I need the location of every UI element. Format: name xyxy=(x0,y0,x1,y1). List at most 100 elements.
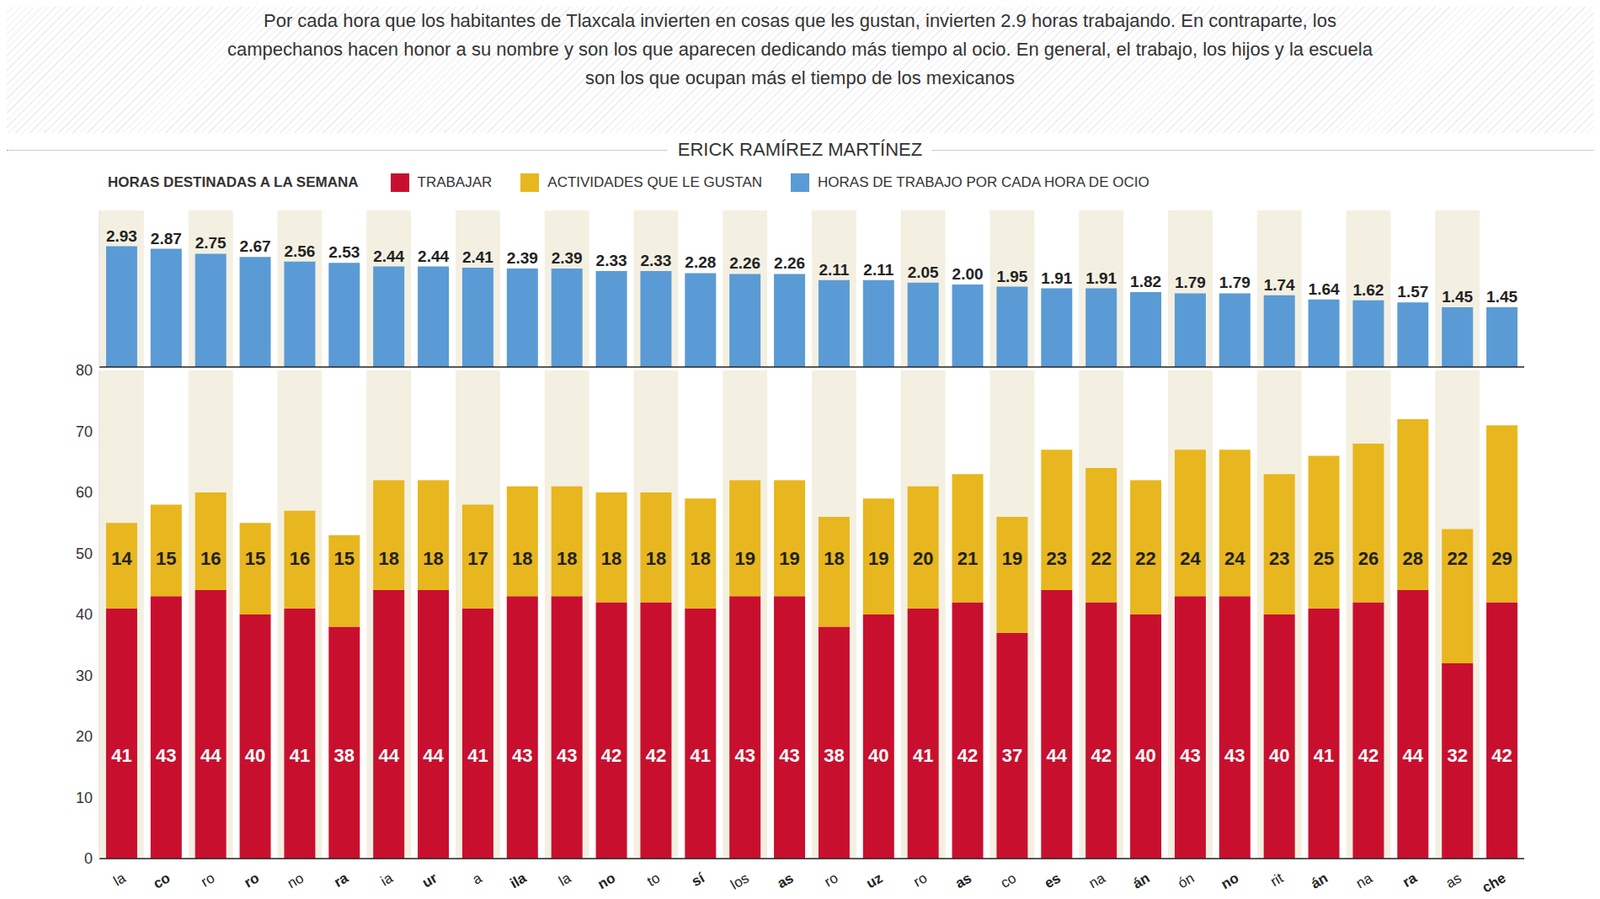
svg-text:22: 22 xyxy=(1446,548,1467,570)
svg-text:23: 23 xyxy=(1269,548,1290,570)
svg-text:18: 18 xyxy=(378,548,399,570)
svg-text:19: 19 xyxy=(1002,548,1023,570)
svg-text:19: 19 xyxy=(734,548,755,570)
svg-text:che: che xyxy=(1479,869,1510,893)
svg-text:rit: rit xyxy=(1267,869,1286,891)
svg-text:43: 43 xyxy=(155,745,176,767)
svg-text:2.28: 2.28 xyxy=(684,253,716,272)
svg-text:43: 43 xyxy=(1179,745,1200,767)
svg-text:2.33: 2.33 xyxy=(640,251,672,270)
svg-text:no: no xyxy=(1218,869,1242,893)
svg-text:2.41: 2.41 xyxy=(462,248,494,267)
svg-text:42: 42 xyxy=(1491,745,1512,767)
svg-text:41: 41 xyxy=(111,745,132,767)
svg-text:18: 18 xyxy=(512,548,533,570)
svg-text:42: 42 xyxy=(601,745,622,767)
svg-text:1.45: 1.45 xyxy=(1441,288,1473,306)
svg-text:38: 38 xyxy=(334,745,355,767)
svg-text:sí: sí xyxy=(688,869,709,891)
svg-text:no: no xyxy=(595,869,619,893)
svg-text:26: 26 xyxy=(1358,548,1379,570)
svg-text:ra: ra xyxy=(1399,869,1420,891)
svg-text:10: 10 xyxy=(75,789,93,807)
svg-text:1.82: 1.82 xyxy=(1130,272,1162,291)
svg-text:2.00: 2.00 xyxy=(952,265,984,283)
svg-text:41: 41 xyxy=(690,745,711,767)
svg-text:43: 43 xyxy=(1224,745,1245,767)
svg-text:16: 16 xyxy=(200,548,221,570)
svg-text:43: 43 xyxy=(734,745,755,767)
svg-text:ila: ila xyxy=(506,869,529,892)
svg-text:1.62: 1.62 xyxy=(1352,281,1384,299)
svg-text:2.93: 2.93 xyxy=(106,227,138,246)
svg-text:18: 18 xyxy=(601,548,622,570)
svg-text:los: los xyxy=(727,869,752,893)
svg-text:42: 42 xyxy=(1090,745,1111,767)
svg-text:2.87: 2.87 xyxy=(150,229,182,248)
svg-text:1.91: 1.91 xyxy=(1040,269,1072,288)
svg-text:25: 25 xyxy=(1313,548,1334,570)
svg-text:42: 42 xyxy=(957,745,978,767)
svg-text:23: 23 xyxy=(1046,548,1067,570)
svg-text:41: 41 xyxy=(467,745,488,767)
svg-text:ro: ro xyxy=(911,869,931,891)
svg-text:32: 32 xyxy=(1446,745,1467,767)
svg-text:42: 42 xyxy=(1358,745,1379,767)
svg-text:43: 43 xyxy=(778,745,800,767)
svg-text:ón: ón xyxy=(1175,869,1198,892)
svg-text:2.39: 2.39 xyxy=(506,249,539,267)
svg-text:80: 80 xyxy=(75,363,93,379)
svg-text:2.11: 2.11 xyxy=(818,261,849,279)
svg-text:40: 40 xyxy=(1269,745,1290,767)
svg-text:24: 24 xyxy=(1224,548,1246,570)
svg-text:15: 15 xyxy=(334,548,355,570)
svg-text:18: 18 xyxy=(823,548,844,570)
svg-text:to: to xyxy=(644,869,663,891)
svg-text:2.05: 2.05 xyxy=(907,263,939,282)
svg-text:50: 50 xyxy=(75,545,93,563)
svg-text:0: 0 xyxy=(84,850,93,868)
svg-text:a: a xyxy=(469,869,486,888)
svg-text:37: 37 xyxy=(1002,745,1023,767)
svg-text:15: 15 xyxy=(155,548,176,570)
svg-text:17: 17 xyxy=(467,548,488,570)
svg-text:ra: ra xyxy=(330,869,352,891)
svg-text:44: 44 xyxy=(1402,745,1424,767)
svg-text:18: 18 xyxy=(422,548,443,570)
svg-text:1.57: 1.57 xyxy=(1397,282,1429,301)
svg-text:as: as xyxy=(952,869,975,892)
svg-text:40: 40 xyxy=(245,745,266,767)
svg-text:21: 21 xyxy=(957,548,978,570)
svg-text:la: la xyxy=(555,869,574,890)
svg-text:uz: uz xyxy=(863,869,886,892)
svg-text:es: es xyxy=(1041,869,1064,892)
svg-text:la: la xyxy=(110,869,128,890)
svg-text:38: 38 xyxy=(823,745,844,767)
svg-text:1.74: 1.74 xyxy=(1264,276,1296,294)
svg-text:43: 43 xyxy=(556,745,577,767)
svg-text:20: 20 xyxy=(75,728,93,746)
svg-text:ro: ro xyxy=(198,869,219,891)
svg-text:ia: ia xyxy=(378,869,396,890)
svg-text:24: 24 xyxy=(1179,548,1201,570)
svg-text:2.44: 2.44 xyxy=(373,247,405,266)
svg-text:41: 41 xyxy=(289,745,310,767)
svg-text:2.26: 2.26 xyxy=(773,254,806,272)
svg-text:15: 15 xyxy=(245,548,266,570)
svg-text:44: 44 xyxy=(422,745,444,767)
svg-text:co: co xyxy=(150,869,174,892)
svg-text:co: co xyxy=(997,869,1019,891)
svg-text:41: 41 xyxy=(1313,745,1334,767)
svg-text:42: 42 xyxy=(645,745,667,767)
svg-text:2.11: 2.11 xyxy=(863,261,894,279)
svg-text:44: 44 xyxy=(1046,745,1068,767)
svg-text:40: 40 xyxy=(75,606,93,624)
svg-text:40: 40 xyxy=(868,745,889,767)
svg-text:70: 70 xyxy=(75,423,93,441)
svg-text:40: 40 xyxy=(1135,745,1156,767)
svg-text:2.67: 2.67 xyxy=(240,237,272,256)
svg-text:1.45: 1.45 xyxy=(1486,288,1518,306)
svg-text:44: 44 xyxy=(378,745,400,767)
svg-text:22: 22 xyxy=(1090,548,1111,570)
svg-text:na: na xyxy=(1086,869,1109,892)
